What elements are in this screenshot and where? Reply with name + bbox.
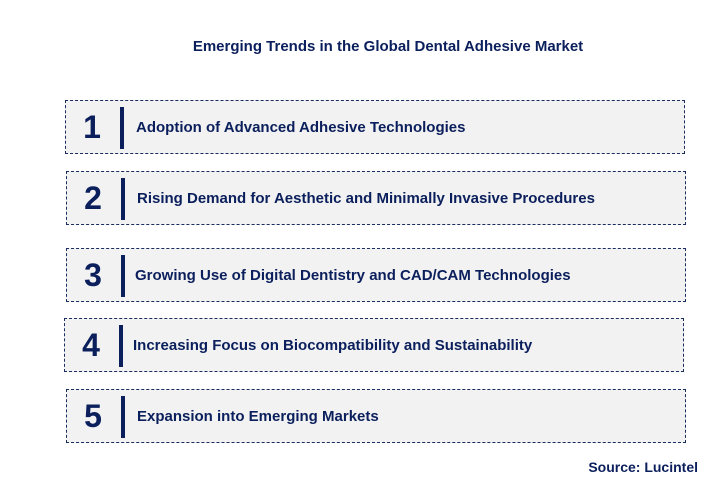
trend-number: 1: [83, 108, 101, 145]
trend-item-1: 1 Adoption of Advanced Adhesive Technolo…: [65, 100, 685, 154]
divider-bar: [121, 178, 125, 220]
trend-label: Expansion into Emerging Markets: [137, 407, 379, 425]
diagram-title: Emerging Trends in the Global Dental Adh…: [192, 38, 584, 55]
divider-bar: [120, 107, 124, 149]
trend-number: 2: [84, 179, 102, 216]
divider-bar: [121, 396, 125, 438]
source-label: Source: Lucintel: [588, 459, 698, 475]
trend-label: Increasing Focus on Biocompatibility and…: [133, 336, 533, 354]
trend-number: 3: [84, 256, 102, 293]
trend-number: 4: [82, 326, 100, 363]
trend-label: Growing Use of Digital Dentistry and CAD…: [135, 266, 571, 284]
divider-bar: [119, 325, 123, 367]
trend-item-3: 3 Growing Use of Digital Dentistry and C…: [66, 248, 686, 302]
trend-item-2: 2 Rising Demand for Aesthetic and Minima…: [66, 171, 686, 225]
trend-label: Adoption of Advanced Adhesive Technologi…: [136, 118, 466, 136]
trend-item-4: 4 Increasing Focus on Biocompatibility a…: [64, 318, 684, 372]
divider-bar: [121, 255, 125, 297]
trend-number: 5: [84, 397, 102, 434]
trend-item-5: 5 Expansion into Emerging Markets: [66, 389, 686, 443]
trend-label: Rising Demand for Aesthetic and Minimall…: [137, 189, 595, 207]
